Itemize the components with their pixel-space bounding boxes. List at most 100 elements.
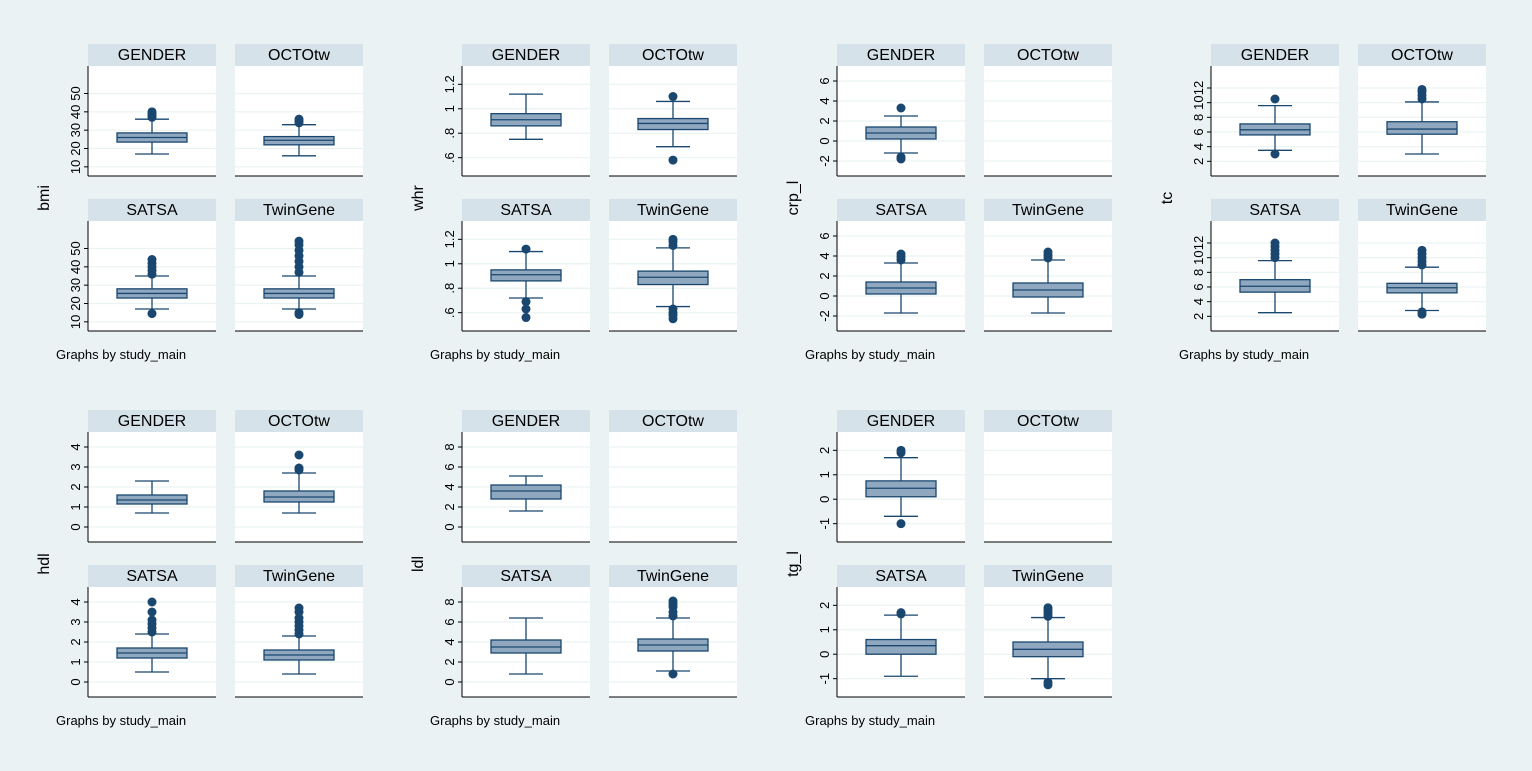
outlier-point [521,313,531,323]
panel-twingene: TwinGene [235,199,363,332]
outlier-point [1417,84,1427,94]
y-tick-label: -1 [817,673,832,685]
y-tick-label: 1 [68,503,83,510]
panel-strip [235,44,363,66]
panel-gender: GENDER .6 .8 1 1.2 [442,44,590,177]
outlier-point [521,297,531,307]
y-tick-label: 30 [68,278,83,292]
chart-hdl: hdl Graphs by study_main GENDER 0 1 2 3 4 OCTOtw… [36,410,363,728]
chart-bmi: bmi Graphs by study_main GENDER 10 20 30 40 50 O… [36,44,363,362]
panel-strip [609,44,737,66]
y-tick-label: 8 [442,598,457,605]
panel-title: SATSA [875,202,927,219]
panel-title: OCTOtw [268,413,330,430]
chart-whr: whr Graphs by study_main GENDER .6 .8 1 1.2 OCT… [410,44,737,362]
outlier-point [147,615,157,625]
y-tick-label: 10 [68,160,83,174]
outlier-point [294,308,304,318]
panel-twingene: TwinGene [1358,199,1486,332]
panel-title: GENDER [492,413,560,430]
panel-octotw: OCTOtw [609,410,737,543]
panel-title: TwinGene [637,568,709,585]
panel-title: OCTOtw [268,47,330,64]
outlier-point [147,607,157,617]
panel-title: GENDER [118,47,186,64]
outlier-point [896,445,906,455]
y-tick-label: 3 [68,618,83,625]
panel-strip [88,410,216,432]
y-tick-label: 4 [1191,298,1206,305]
panel-strip [984,410,1112,432]
y-tick-label: 3 [68,463,83,470]
y-tick-label: 1 [817,471,832,478]
panel-strip [984,565,1112,587]
panel-strip [462,565,590,587]
panel-octotw: OCTOtw [1358,44,1486,177]
outlier-point [521,304,531,314]
panel-octotw: OCTOtw [609,44,737,177]
panel-title: TwinGene [1012,202,1084,219]
panel-gender: GENDER 10 20 30 40 50 [68,44,216,177]
panel-satsa: SATSA 0 1 2 3 4 [68,565,216,698]
panel-title: TwinGene [1012,568,1084,585]
panel-satsa: SATSA -2 0 2 4 6 [817,199,965,332]
graphs-by-note: Graphs by study_main [56,347,186,362]
panel-gender: GENDER 0 2 4 6 8 [442,410,590,543]
iqr-box [865,638,937,655]
y-tick-label: 0 [817,651,832,658]
panel-gender: GENDER -1 0 1 2 [817,410,965,543]
outlier-point [668,234,678,244]
outlier-point [1270,149,1280,159]
panel-satsa: SATSA 10 20 30 40 50 [68,199,216,332]
y-axis-title: whr [410,184,427,211]
y-tick-label: 1 [442,105,457,112]
y-tick-label: 6 [1191,283,1206,290]
y-axis-title: hdl [36,553,53,574]
outlier-point [147,309,157,319]
y-tick-label: .6 [442,307,457,318]
chart-tg_l: tg_l Graphs by study_main GENDER -1 0 1 2 OCTOt… [785,410,1112,728]
y-tick-label: 0 [817,292,832,299]
y-tick-label: 6 [442,618,457,625]
y-axis-title: tg_l [785,551,802,577]
outlier-point [1270,94,1280,104]
outlier-point [896,608,906,618]
outlier-point [147,597,157,607]
y-tick-label: 2 [442,658,457,665]
y-tick-label: 6 [1191,128,1206,135]
outlier-point [1270,238,1280,248]
panel-strip [837,410,965,432]
panel-strip [609,410,737,432]
y-tick-label: 8 [442,443,457,450]
panel-twingene: TwinGene [235,565,363,698]
panel-strip [235,199,363,221]
panel-title: GENDER [867,413,935,430]
y-tick-label: 10 [68,315,83,329]
outlier-point [521,244,531,254]
plot-region [984,432,1112,542]
y-tick-label: 10 [1191,95,1206,109]
panel-title: SATSA [1249,202,1301,219]
y-tick-label: 0 [68,678,83,685]
panel-title: SATSA [500,568,552,585]
y-tick-label: 2 [442,503,457,510]
panel-strip [1358,199,1486,221]
outlier-point [668,596,678,606]
y-tick-label: 4 [68,598,83,605]
panel-strip [462,199,590,221]
outlier-point [668,669,678,679]
y-tick-label: 1.2 [442,230,457,248]
y-tick-label: 2 [817,447,832,454]
y-tick-label: .8 [442,283,457,294]
y-tick-label: 40 [68,105,83,119]
outlier-point [896,103,906,113]
y-axis-title: bmi [36,185,53,211]
y-tick-label: 0 [817,137,832,144]
panel-title: OCTOtw [1017,413,1079,430]
panel-strip [1211,199,1339,221]
panel-title: TwinGene [263,202,335,219]
y-tick-label: 2 [1191,158,1206,165]
y-tick-label: 1 [817,626,832,633]
